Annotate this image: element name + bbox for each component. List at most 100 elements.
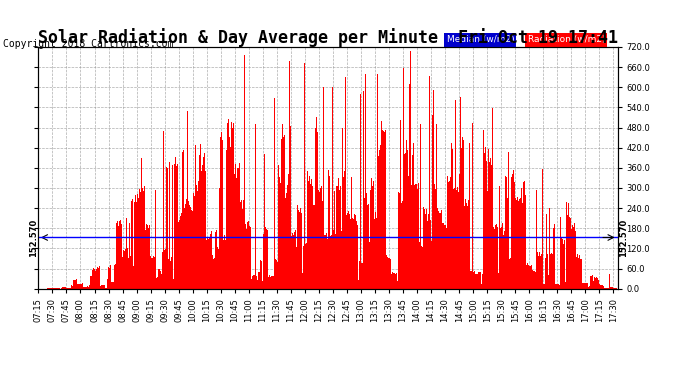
Bar bbox=[370, 189, 371, 289]
Bar bbox=[492, 108, 493, 289]
Bar bbox=[360, 94, 362, 289]
Bar bbox=[506, 177, 507, 289]
Bar bbox=[168, 259, 169, 289]
Bar bbox=[505, 176, 506, 289]
Bar bbox=[278, 165, 279, 289]
Bar bbox=[252, 276, 253, 289]
Bar bbox=[268, 277, 269, 289]
Bar bbox=[320, 188, 322, 289]
Bar bbox=[150, 256, 151, 289]
Bar bbox=[466, 202, 467, 289]
Bar bbox=[123, 250, 124, 289]
Bar bbox=[426, 210, 427, 289]
Text: 152.570: 152.570 bbox=[619, 218, 628, 256]
Bar bbox=[49, 288, 50, 289]
Bar bbox=[611, 287, 612, 289]
Bar bbox=[431, 134, 433, 289]
Bar bbox=[75, 280, 77, 289]
Bar bbox=[482, 274, 483, 289]
Bar bbox=[485, 147, 486, 289]
Bar bbox=[334, 191, 335, 289]
Bar bbox=[81, 284, 82, 289]
Text: 152.570: 152.570 bbox=[29, 218, 38, 256]
Bar bbox=[344, 78, 346, 289]
Bar bbox=[541, 254, 542, 289]
Bar bbox=[207, 237, 208, 289]
Bar bbox=[198, 182, 199, 289]
Bar bbox=[154, 256, 155, 289]
Bar bbox=[333, 230, 334, 289]
Bar bbox=[185, 204, 186, 289]
Bar bbox=[424, 209, 425, 289]
Bar bbox=[439, 213, 440, 289]
Bar bbox=[570, 217, 571, 289]
Bar bbox=[218, 249, 219, 289]
Bar bbox=[552, 254, 553, 289]
Bar bbox=[140, 192, 141, 289]
Bar bbox=[77, 284, 78, 289]
Bar bbox=[546, 257, 547, 289]
Bar bbox=[575, 231, 576, 289]
Bar bbox=[585, 283, 586, 289]
Bar bbox=[102, 285, 103, 289]
Bar bbox=[246, 229, 247, 289]
Bar bbox=[498, 273, 499, 289]
Bar bbox=[353, 219, 354, 289]
Bar bbox=[79, 284, 80, 289]
Bar bbox=[112, 282, 114, 289]
Bar bbox=[276, 261, 277, 289]
Bar bbox=[396, 273, 397, 289]
Bar bbox=[270, 276, 272, 289]
Bar bbox=[413, 143, 414, 289]
Bar bbox=[239, 163, 240, 289]
Bar bbox=[456, 190, 457, 289]
Bar bbox=[383, 131, 384, 289]
Bar bbox=[465, 199, 466, 289]
Bar bbox=[556, 284, 557, 289]
Bar bbox=[235, 164, 236, 289]
Bar bbox=[128, 223, 130, 289]
Bar bbox=[90, 276, 91, 289]
Bar bbox=[372, 186, 373, 289]
Bar bbox=[415, 184, 417, 289]
Bar bbox=[63, 287, 64, 289]
Bar bbox=[357, 280, 359, 289]
Bar bbox=[48, 288, 49, 289]
Bar bbox=[135, 195, 136, 289]
Bar bbox=[444, 225, 446, 289]
Bar bbox=[555, 284, 556, 289]
Bar bbox=[584, 283, 585, 289]
Bar bbox=[467, 206, 468, 289]
Bar bbox=[438, 211, 439, 289]
Bar bbox=[428, 76, 430, 289]
Bar bbox=[68, 288, 69, 289]
Bar bbox=[470, 271, 471, 289]
Bar bbox=[529, 267, 530, 289]
Bar bbox=[559, 285, 560, 289]
Bar bbox=[395, 274, 396, 289]
Bar bbox=[78, 285, 79, 289]
Bar bbox=[122, 257, 123, 289]
Bar bbox=[613, 288, 614, 289]
Bar bbox=[408, 176, 409, 289]
Bar bbox=[533, 271, 534, 289]
Bar bbox=[557, 284, 558, 289]
Bar bbox=[202, 165, 204, 289]
Bar bbox=[549, 208, 550, 289]
Bar bbox=[362, 263, 363, 289]
Bar bbox=[93, 268, 94, 289]
Bar bbox=[508, 152, 509, 289]
Bar bbox=[267, 230, 268, 289]
Bar bbox=[307, 171, 308, 289]
Bar bbox=[237, 168, 238, 289]
Bar bbox=[473, 271, 475, 289]
Bar bbox=[166, 167, 167, 289]
Bar bbox=[146, 224, 148, 289]
Bar bbox=[248, 221, 249, 289]
Bar bbox=[151, 258, 152, 289]
Bar bbox=[483, 130, 484, 289]
Bar bbox=[117, 221, 119, 289]
Bar bbox=[121, 224, 122, 289]
Bar bbox=[97, 267, 98, 289]
Bar bbox=[156, 278, 157, 289]
